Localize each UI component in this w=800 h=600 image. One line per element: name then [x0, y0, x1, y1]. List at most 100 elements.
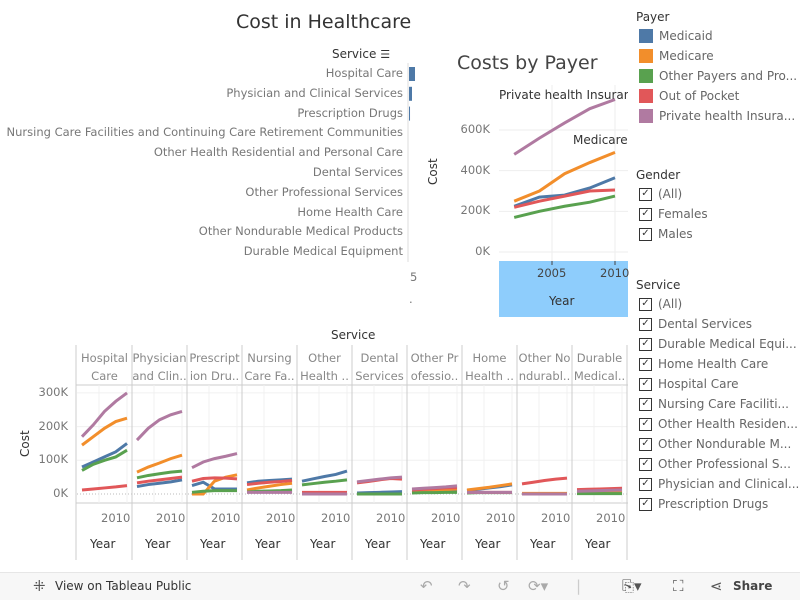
panel-header[interactable]: Other Health .. — [297, 349, 352, 385]
filter-checkbox-item[interactable]: ✓ Nursing Care Faciliti... — [639, 397, 789, 411]
year-axis-highlight[interactable] — [499, 261, 628, 317]
panel-line[interactable] — [301, 478, 348, 487]
payer-line-other-payers-and-programs[interactable] — [513, 194, 616, 219]
checkbox-checked-icon[interactable]: ✓ — [639, 187, 652, 201]
checkbox-checked-icon[interactable]: ✓ — [639, 477, 652, 491]
panel-line[interactable] — [411, 484, 458, 491]
filter-checkbox-item[interactable]: ✓ (All) — [639, 297, 682, 311]
checkbox-checked-icon[interactable]: ✓ — [639, 457, 652, 471]
sort-descending-icon[interactable]: ☰ — [380, 48, 391, 61]
panel-line[interactable] — [80, 391, 128, 438]
filter-checkbox-item[interactable]: ✓ Home Health Care — [639, 357, 768, 371]
view-on-tableau-link[interactable]: View on Tableau Public — [55, 579, 192, 593]
panel-line[interactable] — [136, 478, 183, 489]
checkbox-checked-icon[interactable]: ✓ — [639, 207, 652, 221]
checkbox-checked-icon[interactable]: ✓ — [639, 497, 652, 511]
revert-icon[interactable]: ↺ — [497, 577, 510, 595]
bar-row-label[interactable]: Physician and Clinical Services — [226, 85, 403, 100]
payer-legend-item[interactable]: Out of Pocket — [639, 89, 739, 103]
payer-legend-item[interactable]: Private health Insura... — [639, 109, 795, 123]
checkbox-checked-icon[interactable]: ✓ — [639, 397, 652, 411]
checkbox-checked-icon[interactable]: ✓ — [639, 297, 652, 311]
panel-line[interactable] — [521, 476, 568, 486]
bar-row-label[interactable]: Prescription Drugs — [297, 105, 403, 120]
panel-header[interactable]: Prescript ion Dru.. — [187, 349, 242, 385]
panel-line[interactable] — [411, 490, 457, 495]
panel-line[interactable] — [246, 481, 293, 492]
share-icon[interactable]: ⋖ — [710, 577, 723, 595]
bar[interactable] — [409, 86, 412, 101]
payer-line-out-of-pocket[interactable] — [513, 188, 616, 209]
checkbox-checked-icon[interactable]: ✓ — [639, 357, 652, 371]
panel-line[interactable] — [246, 479, 293, 487]
filter-checkbox-item[interactable]: ✓ Other Nondurable M... — [639, 437, 791, 451]
panel-header[interactable]: Other No ndurabl.. — [517, 349, 572, 385]
bar-row-label[interactable]: Other Health Residential and Personal Ca… — [153, 145, 403, 160]
panel-line[interactable] — [192, 473, 238, 496]
refresh-icon[interactable]: ⟳▾ — [528, 577, 549, 595]
bar[interactable] — [409, 67, 415, 81]
bar-row-label[interactable]: Dental Services — [312, 165, 403, 179]
filter-checkbox-item[interactable]: ✓ Other Professional S... — [639, 457, 791, 471]
panel-header[interactable]: Durable Medical.. — [572, 349, 627, 385]
panel-line[interactable] — [576, 488, 623, 493]
panel-header[interactable]: Dental Services — [352, 349, 407, 385]
filter-checkbox-item[interactable]: ✓ Durable Medical Equi... — [639, 337, 797, 351]
panel-header[interactable]: Other Pr ofessio.. — [407, 349, 462, 385]
panel-header[interactable]: Physician and Clin.. — [132, 349, 187, 385]
download-icon[interactable]: ⎘▾ — [622, 577, 642, 595]
panel-header[interactable]: Hospital Care — [77, 349, 132, 385]
panel-line[interactable] — [191, 480, 237, 491]
payer-line-medicare[interactable] — [513, 150, 616, 203]
bar-row-label[interactable]: Other Professional Services — [245, 184, 403, 199]
bar-row-label[interactable]: Hospital Care — [325, 66, 403, 80]
bar[interactable] — [409, 106, 411, 121]
bar-row-label[interactable]: Other Nondurable Medical Products — [198, 224, 403, 239]
panel-line[interactable] — [466, 482, 513, 492]
checkbox-checked-icon[interactable]: ✓ — [639, 417, 652, 431]
panel-header[interactable]: Nursing Care Fa.. — [242, 349, 297, 385]
checkbox-checked-icon[interactable]: ✓ — [639, 317, 652, 331]
bar-service-header[interactable]: Service ☰ — [332, 47, 390, 61]
checkbox-checked-icon[interactable]: ✓ — [639, 437, 652, 451]
undo-icon[interactable]: ↶ — [420, 577, 433, 595]
panel-line[interactable] — [136, 469, 183, 480]
filter-checkbox-item[interactable]: ✓ Males — [639, 227, 693, 241]
filter-checkbox-item[interactable]: ✓ Physician and Clinical... — [639, 477, 799, 491]
filter-checkbox-item[interactable]: ✓ Prescription Drugs — [639, 497, 768, 511]
payer-legend-item[interactable]: Other Payers and Pro... — [639, 69, 797, 83]
panel-line[interactable] — [191, 452, 238, 470]
panel-line[interactable] — [246, 477, 293, 485]
panel-line[interactable] — [135, 409, 183, 442]
checkbox-checked-icon[interactable]: ✓ — [639, 337, 652, 351]
filter-checkbox-item[interactable]: ✓ Other Health Residen... — [639, 417, 798, 431]
payer-legend-item[interactable]: Medicare — [639, 49, 714, 63]
panel-line[interactable] — [191, 489, 237, 494]
panel-line[interactable] — [81, 448, 128, 472]
share-button[interactable]: Share — [733, 579, 773, 593]
payer-line-private-health-insurance[interactable] — [513, 98, 616, 156]
filter-checkbox-item[interactable]: ✓ Females — [639, 207, 708, 221]
panel-line[interactable] — [81, 442, 128, 469]
panel-line[interactable] — [136, 475, 183, 485]
panel-line[interactable] — [81, 416, 128, 447]
panel-line[interactable] — [301, 469, 348, 483]
filter-checkbox-item[interactable]: ✓ Dental Services — [639, 317, 752, 331]
panel-line[interactable] — [81, 484, 128, 492]
panel-line[interactable] — [191, 476, 238, 483]
filter-checkbox-item[interactable]: ✓ Hospital Care — [639, 377, 739, 391]
bar-row-label[interactable]: Nursing Care Facilities and Continuing C… — [6, 125, 403, 140]
panel-header[interactable]: Home Health .. — [462, 349, 517, 385]
filter-checkbox-item[interactable]: ✓ (All) — [639, 187, 682, 201]
panel-line[interactable] — [576, 486, 623, 492]
panel-line[interactable] — [356, 475, 403, 484]
checkbox-checked-icon[interactable]: ✓ — [639, 377, 652, 391]
panel-line[interactable] — [136, 453, 183, 474]
checkbox-checked-icon[interactable]: ✓ — [639, 227, 652, 241]
bar-row-label[interactable]: Durable Medical Equipment — [243, 244, 403, 259]
bar-row-label[interactable]: Home Health Care — [297, 204, 403, 219]
panel-line[interactable] — [411, 487, 458, 493]
payer-legend-item[interactable]: Medicaid — [639, 29, 713, 43]
fullscreen-icon[interactable]: ⛶ — [673, 577, 684, 595]
redo-icon[interactable]: ↷ — [458, 577, 471, 595]
